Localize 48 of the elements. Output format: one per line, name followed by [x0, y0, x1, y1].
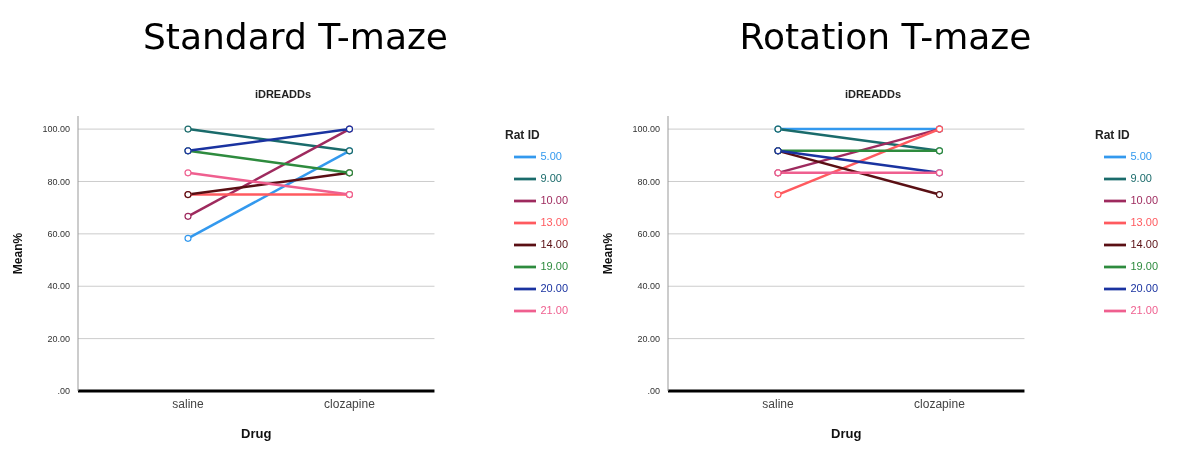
legend-label: 21.00 — [1130, 303, 1158, 316]
legend-title: Rat ID — [505, 128, 540, 142]
y-tick-label: 40.00 — [637, 281, 660, 292]
legend-label: 14.00 — [1130, 237, 1158, 250]
x-tick-label: clozapine — [914, 396, 966, 411]
x-tick-label: clozapine — [324, 396, 376, 411]
y-tick-label: 80.00 — [47, 176, 70, 187]
point — [935, 190, 944, 199]
y-tick-label: 100.00 — [632, 124, 660, 135]
y-tick-label: .00 — [57, 386, 70, 397]
legend-label: 20.00 — [1130, 281, 1158, 294]
y-tick-label: 40.00 — [47, 281, 70, 292]
x-tick-label: saline — [172, 396, 204, 411]
point — [774, 190, 782, 199]
point — [184, 212, 192, 220]
legend-label: 10.00 — [1130, 193, 1158, 206]
x-tick-label: saline — [762, 396, 794, 411]
legend-label: 19.00 — [540, 259, 568, 272]
legend-label: 19.00 — [1130, 259, 1158, 272]
legend-label: 9.00 — [1130, 171, 1152, 184]
y-tick-label: 20.00 — [47, 333, 70, 344]
legend-label: 5.00 — [540, 149, 562, 162]
legend-label: 13.00 — [540, 215, 568, 228]
chart-title: Standard T-maze — [141, 16, 450, 57]
legend-label: 10.00 — [540, 193, 568, 206]
legend-label: 20.00 — [540, 281, 568, 294]
y-tick-label: 20.00 — [637, 333, 660, 344]
legend-title: Rat ID — [1095, 128, 1130, 142]
x-axis-title: Drug — [241, 426, 272, 441]
legend-label: 9.00 — [540, 171, 562, 184]
point — [184, 169, 192, 177]
y-tick-label: 100.00 — [42, 124, 70, 135]
legend-label: 21.00 — [540, 303, 568, 316]
y-tick-label: 60.00 — [47, 229, 70, 240]
y-axis-title: Mean% — [11, 232, 26, 275]
y-tick-label: 60.00 — [637, 229, 660, 240]
chart-subtitle: iDREADDs — [253, 88, 313, 100]
y-tick-label: 80.00 — [637, 176, 660, 187]
chart-title: Rotation T-maze — [738, 16, 1033, 57]
point — [184, 125, 192, 133]
legend-label: 5.00 — [1130, 149, 1152, 162]
point — [184, 234, 192, 242]
y-tick-label: .00 — [647, 386, 660, 397]
legend-label: 14.00 — [540, 237, 568, 250]
y-axis-title: Mean% — [601, 232, 616, 275]
x-axis-title: Drug — [831, 426, 862, 441]
legend-label: 13.00 — [1130, 215, 1158, 228]
chart-subtitle: iDREADDs — [843, 88, 903, 100]
